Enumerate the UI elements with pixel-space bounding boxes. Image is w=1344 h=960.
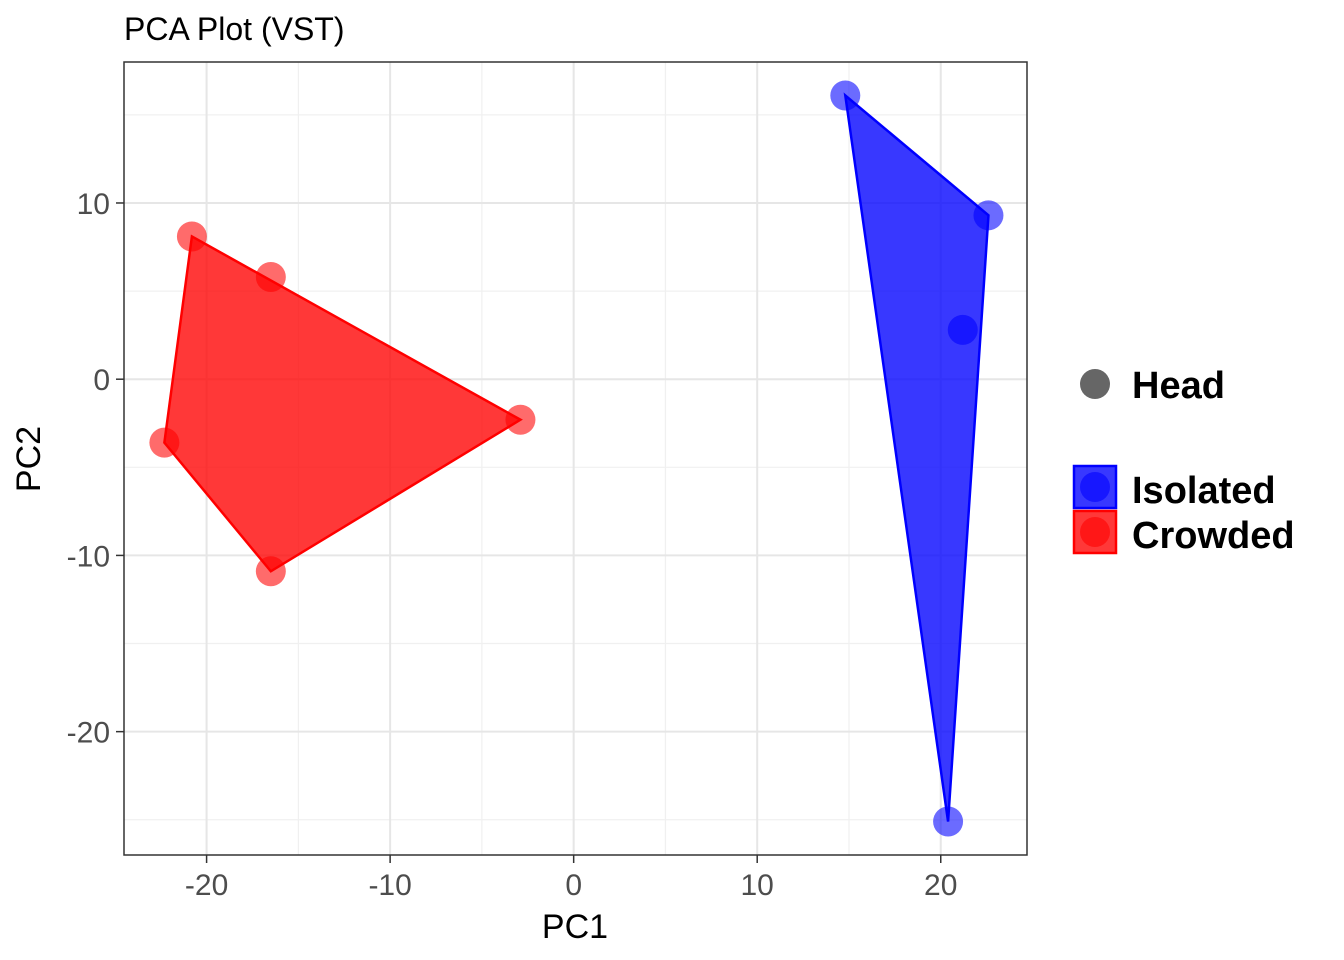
chart-title: PCA Plot (VST) [124,11,345,47]
plot-panel-border [123,61,1028,856]
legend-label-isolated: Isolated [1132,470,1276,512]
y-axis-ticks: -20 -10 0 10 [67,188,124,750]
x-axis-title: PC1 [542,908,608,946]
hull-crowded [163,234,523,573]
hull-isolated [843,92,990,822]
x-tick-label: -10 [368,869,411,902]
x-axis-ticks: -20 -10 0 10 20 [185,855,957,902]
y-axis-title: PC2 [10,426,48,492]
y-tick-label: -10 [67,540,110,573]
point-crowded-1 [176,221,207,252]
point-crowded-4 [149,427,180,458]
legend-key-head [1080,369,1110,399]
x-tick-label: 20 [924,869,957,902]
x-tick-label: -20 [185,869,228,902]
data-points [149,80,1004,837]
point-crowded-5 [255,556,286,587]
y-tick-label: 10 [77,188,110,221]
point-isolated-3 [947,314,978,345]
legend-label-crowded: Crowded [1132,515,1295,557]
point-crowded-2 [255,261,286,292]
point-isolated-2 [973,200,1004,231]
point-isolated-4 [933,806,964,837]
x-tick-label: 10 [741,869,774,902]
legend-key-point-crowded [1080,517,1110,547]
point-isolated-1 [830,80,861,111]
hull-polygons [163,92,990,822]
legend-label-head: Head [1132,365,1225,407]
legend-key-point-isolated [1080,472,1110,502]
x-tick-label: 0 [565,869,582,902]
point-crowded-3 [505,404,536,435]
y-tick-label: -20 [67,717,110,750]
y-tick-label: 0 [93,364,110,397]
